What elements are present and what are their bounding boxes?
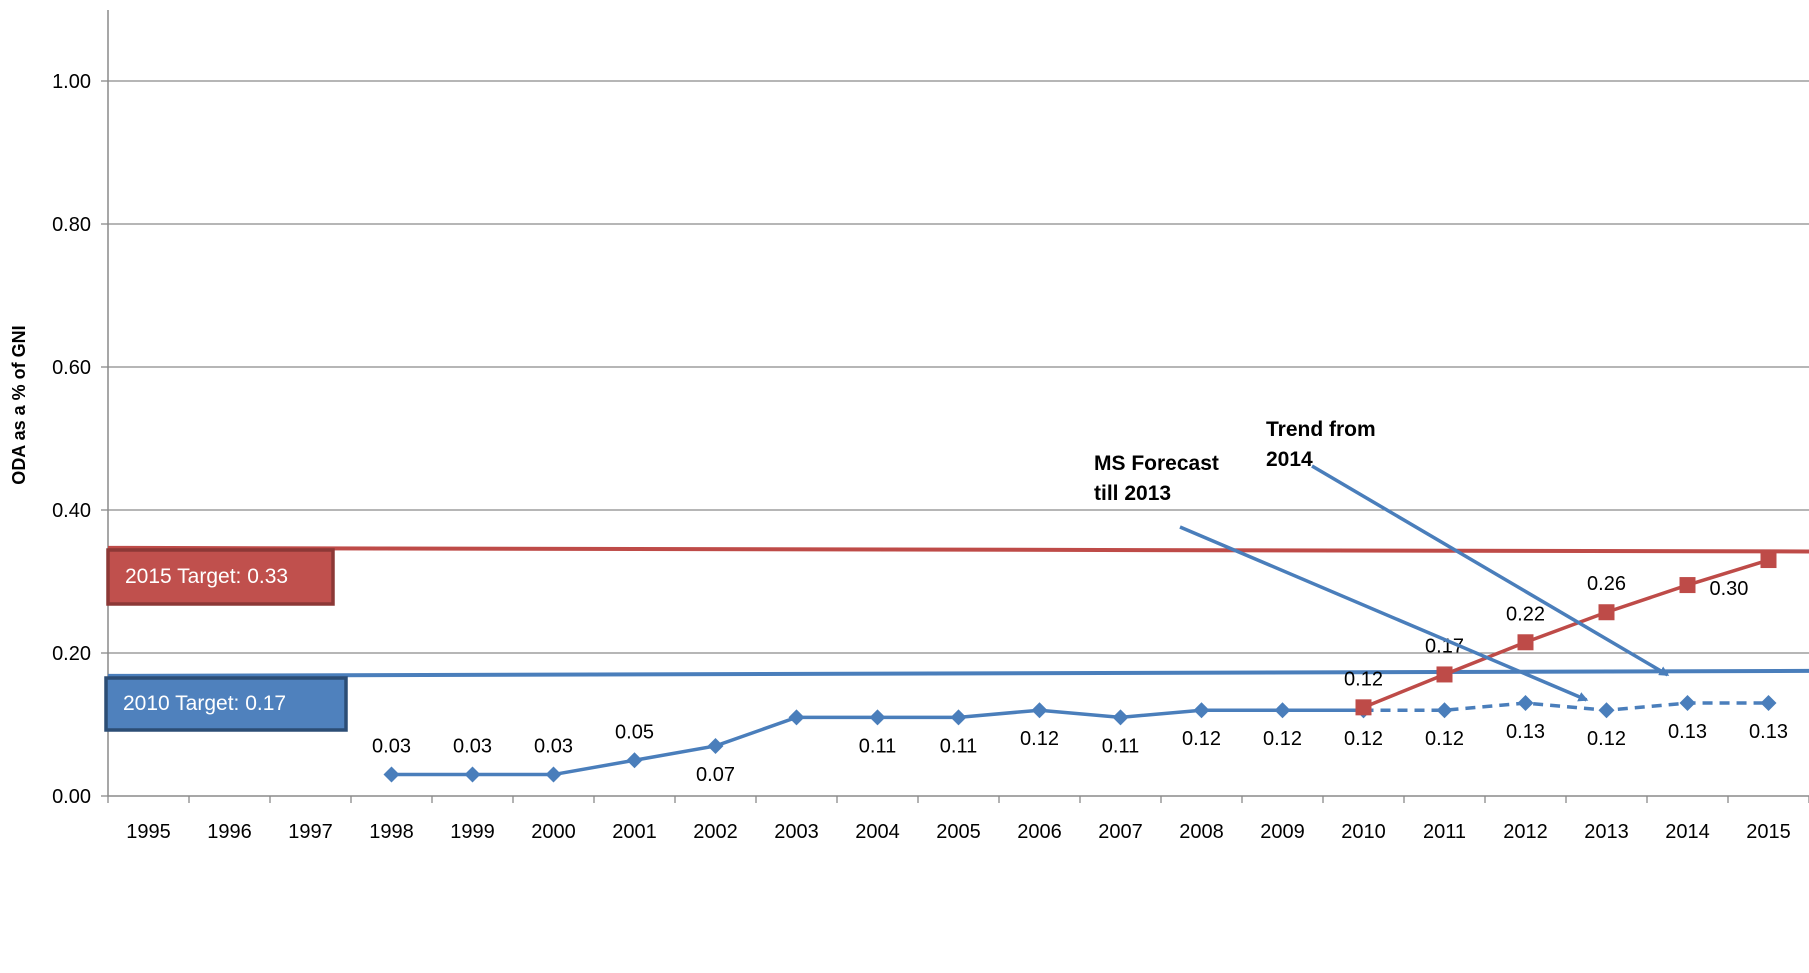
actual-data-label: 0.12 xyxy=(1344,728,1383,750)
target_2015-label: 2015 Target: 0.33 xyxy=(125,565,288,588)
ms_forecast-point xyxy=(1760,695,1777,712)
actual-data-label: 0.03 xyxy=(453,736,492,758)
actual-point xyxy=(950,709,967,726)
ms_forecast-line xyxy=(1363,701,1769,712)
x-tick-label: 2007 xyxy=(1098,821,1143,843)
x-tick-label: 1996 xyxy=(207,821,252,843)
x-tick-label: 2004 xyxy=(855,821,900,843)
annotations: MS Forecast till 2013 Trend from 2014 xyxy=(1094,418,1670,702)
target-lines: 2015 Target: 0.33 2010 Target: 0.17 xyxy=(104,545,1809,732)
trend-data-label: 0.26 xyxy=(1587,573,1626,595)
target_2010-label: 2010 Target: 0.17 xyxy=(123,692,286,715)
ms_forecast-data-label: 0.12 xyxy=(1425,728,1464,750)
y-tick-label: 0.20 xyxy=(52,643,91,665)
y-tick-label: 1.00 xyxy=(52,71,91,93)
actual-point xyxy=(1274,702,1291,719)
actual-point xyxy=(545,766,562,783)
trend_note-text: 2014 xyxy=(1266,448,1313,471)
trend-data-label: 0.17 xyxy=(1425,635,1464,657)
x-tick-label: 2011 xyxy=(1423,821,1466,843)
x-tick-labels: 1995 1996 1997 1998 1999 2000 2001 2002 2003 2004… xyxy=(126,821,1791,843)
trend-point xyxy=(1517,634,1534,651)
x-tick-label: 2010 xyxy=(1341,821,1386,843)
actual-data-label: 0.12 xyxy=(1182,728,1221,750)
x-tick-label: 2013 xyxy=(1584,821,1629,843)
actual-data-label: 0.03 xyxy=(372,736,411,758)
x-tick-label: 2001 xyxy=(612,821,657,843)
actual-data-label: 0.11 xyxy=(859,735,896,757)
actual-data-label: 0.12 xyxy=(1020,728,1059,750)
trend-point xyxy=(1355,699,1372,716)
x-tick-label: 2006 xyxy=(1017,821,1062,843)
axes xyxy=(101,10,1809,803)
y-tick-labels: 0.00 0.20 0.40 0.60 0.80 1.00 xyxy=(52,71,91,808)
x-tick-label: 2008 xyxy=(1179,821,1224,843)
ms_forecast_note-text: MS Forecast xyxy=(1094,452,1219,475)
trend-data-label: 0.22 xyxy=(1506,603,1545,625)
x-tick-label: 1999 xyxy=(450,821,495,843)
x-tick-label: 2000 xyxy=(531,821,576,843)
actual-point xyxy=(869,709,886,726)
ms_forecast_note-arrow xyxy=(1179,525,1589,702)
x-tick-label: 2002 xyxy=(693,821,738,843)
ms_forecast-point xyxy=(1517,695,1534,712)
actual-data-label: 0.12 xyxy=(1263,728,1302,750)
trend_note-arrow xyxy=(1311,464,1670,677)
y-tick-label: 0.00 xyxy=(52,786,91,808)
x-tick-label: 2003 xyxy=(774,821,819,843)
actual-point xyxy=(707,737,724,754)
actual-data-label: 0.11 xyxy=(1102,735,1139,757)
x-tick-label: 1998 xyxy=(369,821,414,843)
actual-point xyxy=(788,709,805,726)
trend-line xyxy=(1362,558,1770,709)
actual-point xyxy=(626,752,643,769)
x-tick-label: 2012 xyxy=(1503,821,1548,843)
x-tick-label: 2005 xyxy=(936,821,981,843)
trend-point xyxy=(1436,666,1453,683)
trend-point xyxy=(1598,604,1615,621)
ms_forecast-data-label: 0.12 xyxy=(1587,728,1626,750)
ms_forecast-data-label: 0.13 xyxy=(1749,721,1788,743)
y-tick-label: 0.40 xyxy=(52,500,91,522)
trend_note-text: Trend from xyxy=(1266,418,1376,441)
target_2015-box xyxy=(106,548,335,606)
trend-point xyxy=(1760,552,1777,569)
ms_forecast-data-label: 0.13 xyxy=(1506,721,1545,743)
actual-point xyxy=(464,766,481,783)
data-series: 0.03 0.03 0.03 0.05 0.07 0.11 0.11 0.12 0.11 0.12… xyxy=(372,552,1788,786)
y-tick-label: 0.80 xyxy=(52,214,91,236)
ms_forecast-point xyxy=(1679,695,1696,712)
actual-data-label: 0.11 xyxy=(940,735,977,757)
ms_forecast_note-text: till 2013 xyxy=(1094,482,1171,505)
x-tick-label: 2009 xyxy=(1260,821,1305,843)
target_2010-box xyxy=(104,676,348,732)
y-tick-label: 0.60 xyxy=(52,357,91,379)
target_2010-line xyxy=(107,668,1809,678)
trend-data-label: 0.30 xyxy=(1710,578,1749,600)
actual-data-label: 0.03 xyxy=(534,736,573,758)
actual-point xyxy=(1031,702,1048,719)
y-axis-label: ODA as a % of GNI xyxy=(9,325,29,484)
x-tick-label: 2015 xyxy=(1746,821,1791,843)
trend-data-label: 0.12 xyxy=(1344,668,1383,690)
actual-data-label: 0.05 xyxy=(615,721,654,743)
ms_forecast-data-label: 0.13 xyxy=(1668,721,1707,743)
actual-point xyxy=(1193,702,1210,719)
ms_forecast-point xyxy=(1598,702,1615,719)
ms_forecast-point xyxy=(1436,702,1453,719)
gridlines xyxy=(108,80,1809,654)
actual-point xyxy=(1112,709,1129,726)
x-tick-label: 1997 xyxy=(288,821,333,843)
x-tick-label: 2014 xyxy=(1665,821,1710,843)
x-tick-label: 1995 xyxy=(126,821,171,843)
actual-point xyxy=(383,766,400,783)
target_2015-line xyxy=(107,545,1809,554)
trend-point xyxy=(1679,577,1696,594)
actual-data-label: 0.07 xyxy=(696,764,735,786)
